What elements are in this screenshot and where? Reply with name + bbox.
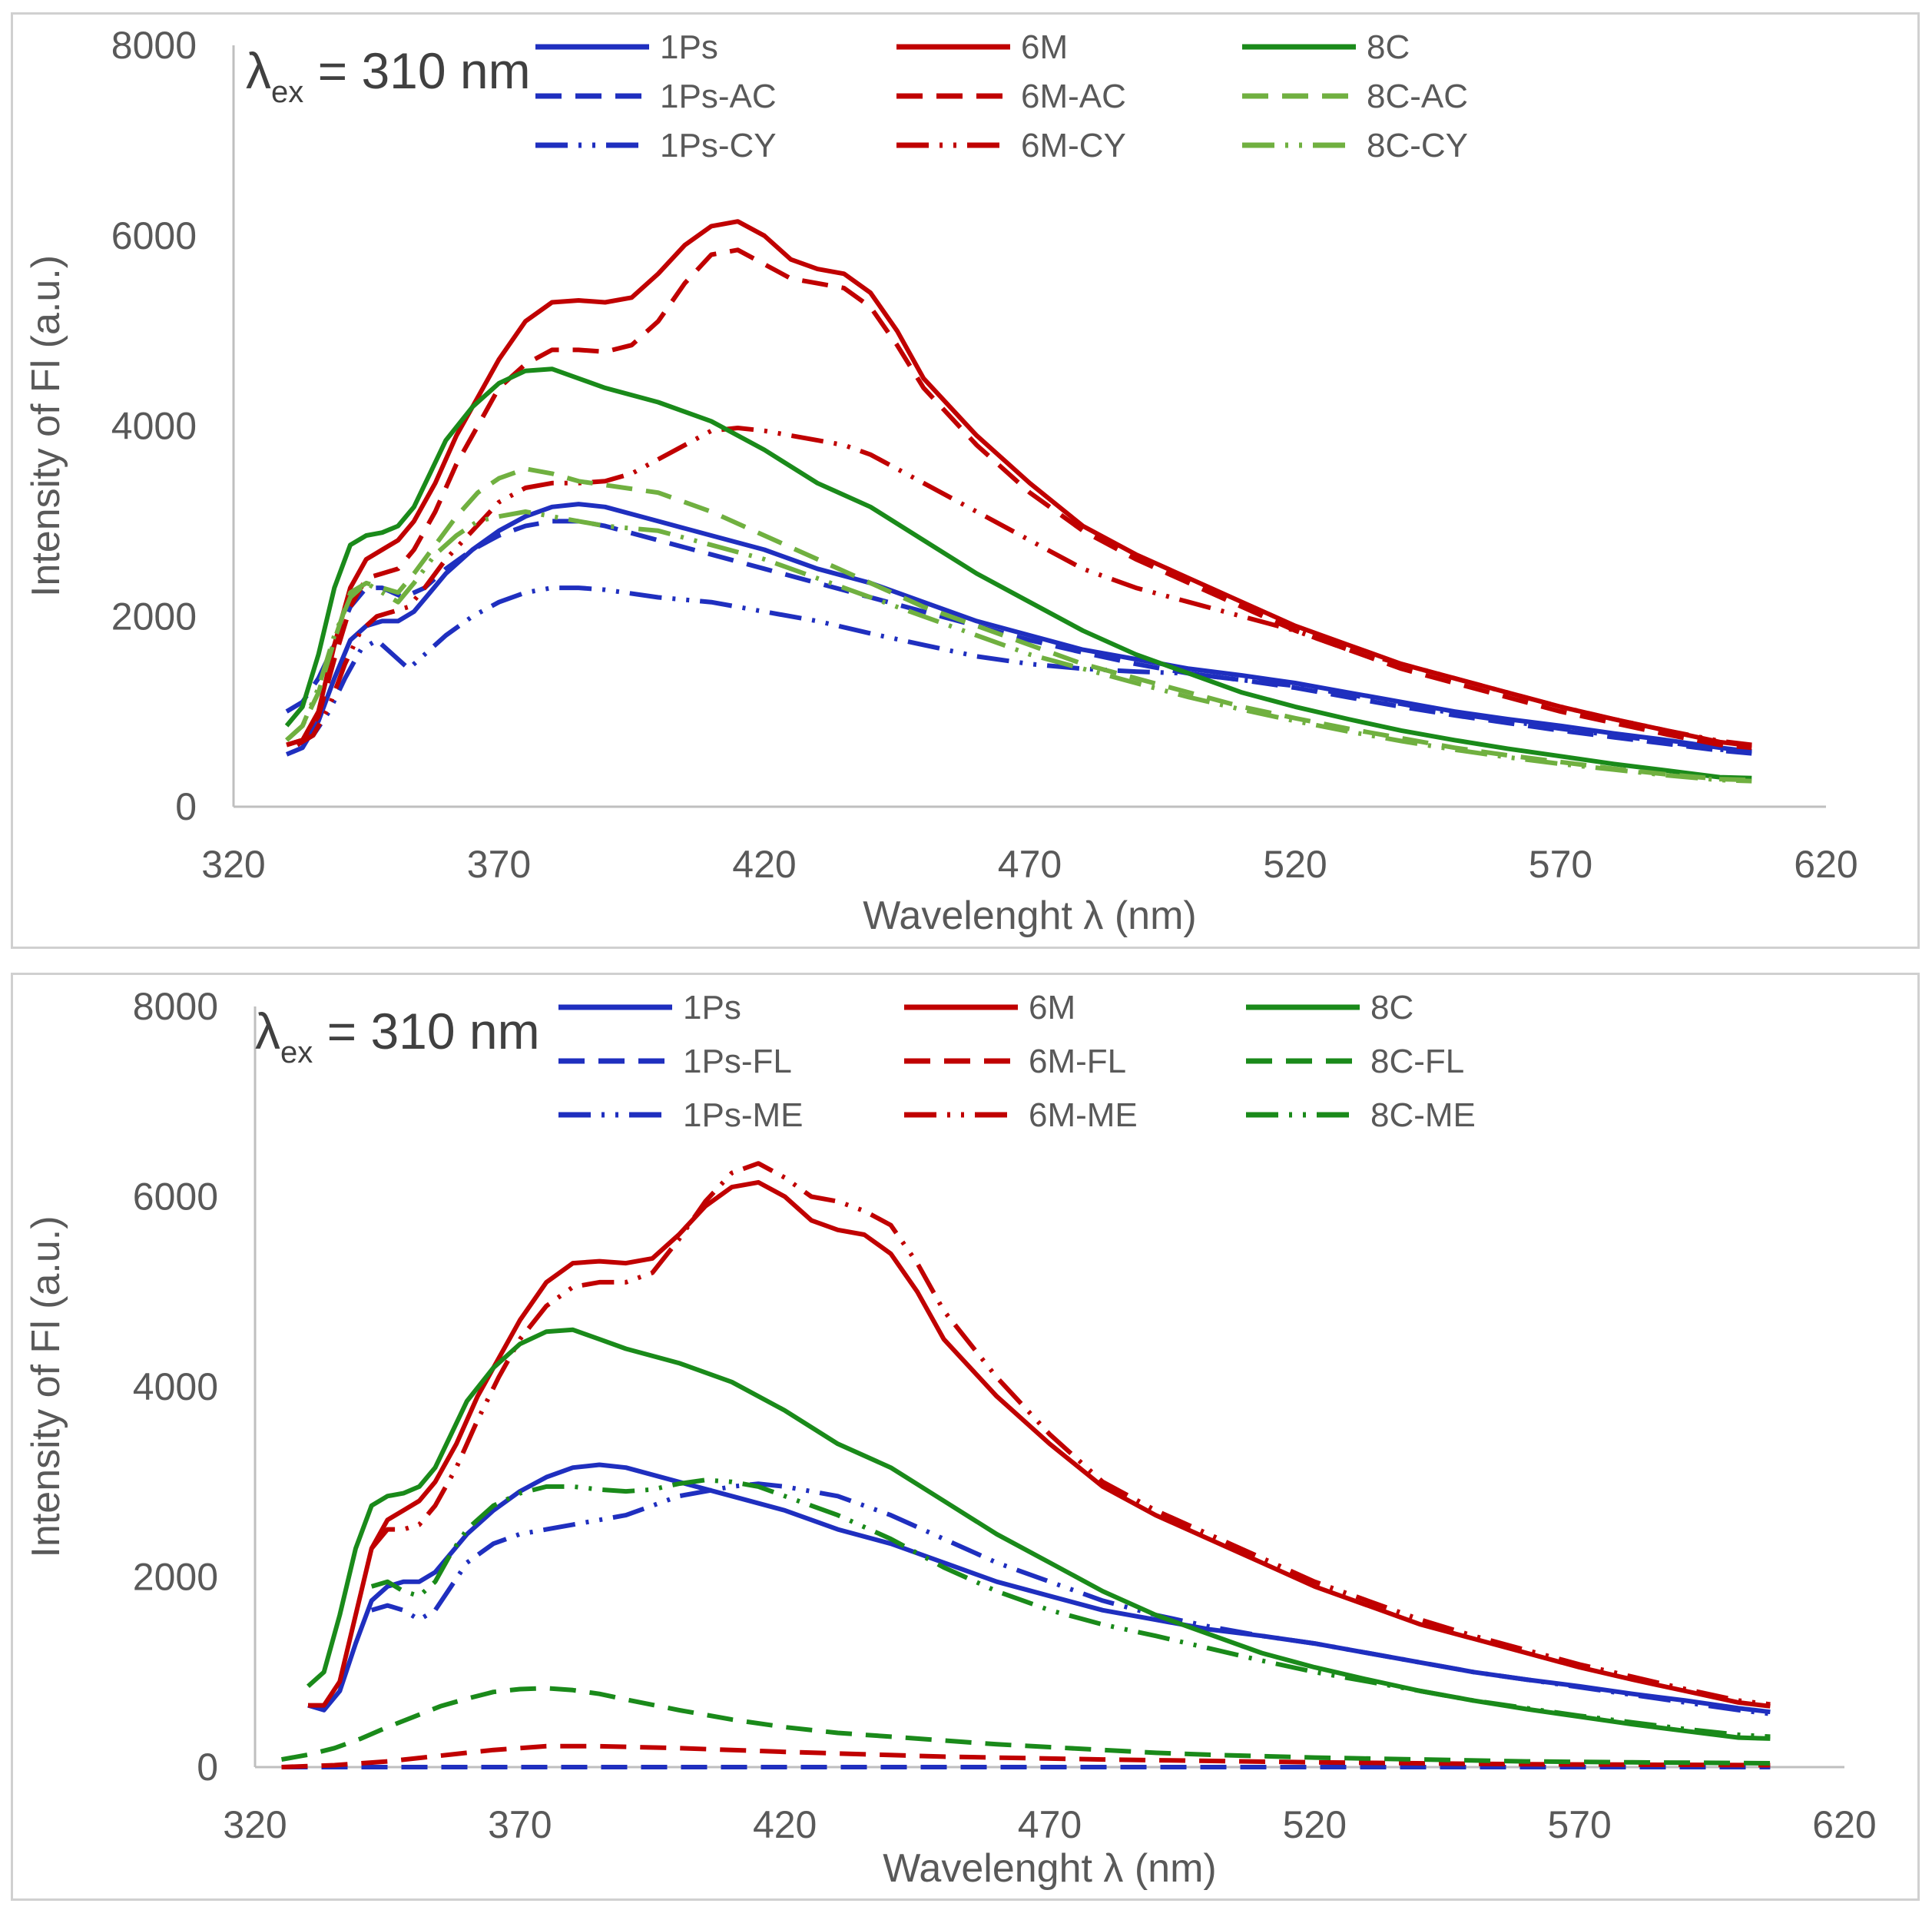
series-line-8c-ac [285,466,1752,783]
legend-label: 8C-FL [1370,1043,1464,1080]
ex-subscript: ex [271,75,303,109]
series-line-6m-fl [281,1743,1771,1769]
ex-subscript: ex [280,1036,313,1069]
series-line-8c [284,366,1752,781]
series-line-8c-fl [280,1686,1771,1766]
excitation-annotation: λex = 310 nm [255,1003,540,1069]
y-tick-label: 8000 [133,985,218,1028]
x-tick-label: 620 [1812,1803,1876,1846]
x-axis-label: Wavelenght λ (nm) [863,894,1196,938]
y-tick-label: 4000 [111,405,197,448]
annotation-text: = 310 nm [303,42,530,99]
y-axis-label: Intensity of Fl (a.u.) [24,255,68,597]
legend-label: 1Ps [660,28,718,66]
x-tick-label: 520 [1263,843,1327,886]
spectrum-chart-top: 0 2000 4000 6000 8000 320 370 420 470 520 570 620 Wa… [24,24,1858,938]
legend-label: 8C [1370,989,1413,1026]
x-tick-label: 520 [1283,1803,1347,1846]
y-tick-label: 8000 [111,24,197,67]
legend-label: 1Ps-FL [683,1043,792,1080]
lambda-symbol: λ [246,42,271,99]
series-line-6m-cy [296,426,1752,748]
series-group [280,1161,1771,1769]
x-tick-label: 470 [1018,1803,1082,1846]
x-axis-label: Wavelenght λ (nm) [883,1846,1216,1891]
lambda-symbol: λ [255,1003,280,1059]
legend-label: 8C-AC [1367,78,1468,115]
series-line-6m [286,219,1752,748]
y-tick-label: 0 [197,1746,218,1789]
x-tick-label: 470 [998,843,1062,886]
annotation-text: = 310 nm [313,1003,539,1059]
series-line-6m-me [369,1161,1771,1707]
y-tick-label: 2000 [133,1556,218,1599]
legend: 1Ps 1Ps-FL 1Ps-ME 6M 6M-FL 6M-ME 8C 8C-FL 8C-ME [558,989,1476,1134]
chart-panel-bottom: 0 2000 4000 6000 8000 320 370 420 470 520 570 620 Wa… [11,973,1920,1901]
series-line-1ps-ac [285,519,1752,756]
series-line-8c-cy [285,509,1752,784]
legend-label: 1Ps [683,989,741,1026]
excitation-annotation: λex = 310 nm [246,42,531,109]
series-line-8c [307,1327,1771,1741]
legend-label: 6M-ME [1029,1096,1138,1134]
x-tick-label: 320 [223,1803,287,1846]
series-line-8c-me [370,1477,1771,1739]
legend-label: 1Ps-ME [683,1096,803,1134]
chart-panel-top: 0 2000 4000 6000 8000 320 370 420 470 520 570 620 Wa… [11,12,1920,949]
y-tick-label: 6000 [111,214,197,257]
series-line-1ps [285,502,1752,757]
x-tick-label: 420 [732,843,796,886]
y-tick-label: 0 [175,785,197,828]
x-tick-label: 370 [467,843,531,886]
legend-label: 1Ps-AC [660,78,777,115]
x-tick-label: 370 [488,1803,552,1846]
y-tick-label: 6000 [133,1176,218,1219]
legend-label: 1Ps-CY [660,127,777,164]
legend: 1Ps 1Ps-AC 1Ps-CY 6M 6M-AC 6M-CY 8C 8C-AC 8C-CY [535,28,1468,164]
y-axis-label: Intensity of Fl (a.u.) [24,1215,68,1557]
legend-label: 6M-AC [1021,78,1126,115]
x-tick-label: 320 [201,843,265,886]
series-line-6m [308,1179,1771,1709]
legend-label: 6M-CY [1021,127,1126,164]
x-tick-label: 570 [1547,1803,1611,1846]
x-tick-label: 570 [1529,843,1592,886]
series-line-1ps-me [370,1481,1771,1716]
legend-label: 6M [1029,989,1075,1026]
series-line-6m-ac [286,247,1752,751]
y-tick-label: 2000 [111,595,197,638]
x-tick-label: 620 [1794,843,1857,886]
y-tick-label: 4000 [133,1365,218,1408]
legend-label: 8C-CY [1367,127,1468,164]
legend-label: 6M [1021,28,1068,66]
spectrum-chart-bottom: 0 2000 4000 6000 8000 320 370 420 470 520 570 620 Wa… [24,985,1877,1891]
legend-label: 8C [1367,28,1410,66]
series-line-1ps-cy [296,585,1752,754]
series-group [284,219,1752,784]
series-line-1ps [307,1462,1771,1715]
legend-label: 8C-ME [1370,1096,1476,1134]
legend-label: 6M-FL [1029,1043,1126,1080]
x-tick-label: 420 [753,1803,817,1846]
